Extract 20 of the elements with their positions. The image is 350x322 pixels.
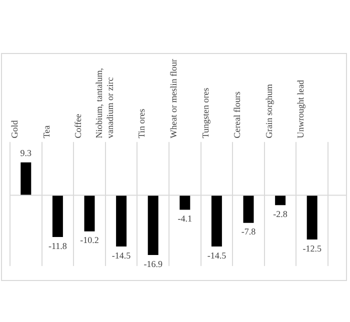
x-tick-label: Tin ores	[136, 108, 147, 138]
data-label: -12.5	[302, 243, 322, 254]
data-label: 9.3	[20, 148, 32, 158]
x-tick-label: Tea	[41, 125, 52, 138]
x-tick-label: Tungsten ores	[200, 87, 210, 138]
data-label: -14.5	[207, 250, 227, 260]
x-tick-label: Unwrought lead	[296, 79, 306, 138]
x-tick-label: Niobium, tantalum, vanadium or zirc	[94, 68, 115, 138]
data-label: -4.1	[178, 214, 192, 224]
x-tick-label: Coffee	[73, 114, 84, 138]
x-tick-label: Gold	[9, 120, 20, 138]
data-label: -7.8	[241, 226, 256, 237]
x-tick-label: Wheat or meslin flour	[168, 58, 178, 138]
x-tick-label: Cereal flours	[232, 90, 242, 138]
data-label: -16.9	[144, 258, 163, 269]
data-label: -14.5	[112, 250, 132, 260]
data-label: -11.8	[48, 240, 68, 251]
data-label: -10.2	[80, 235, 99, 246]
data-label: -2.8	[273, 209, 288, 220]
x-tick-label: Grain sorghum	[264, 84, 274, 138]
